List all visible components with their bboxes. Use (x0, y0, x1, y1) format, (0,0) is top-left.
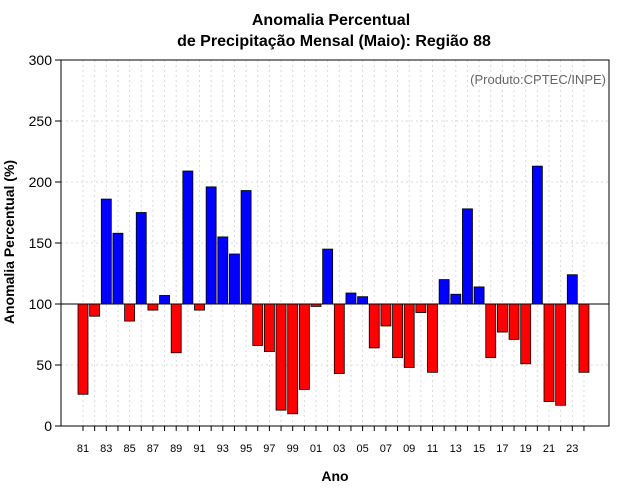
x-tick-label: 99 (287, 443, 299, 455)
x-tick-label: 95 (240, 443, 252, 455)
bar-91 (194, 303, 205, 311)
y-tick-label: 300 (29, 52, 53, 68)
bar-18 (508, 303, 520, 340)
bar-83 (100, 198, 112, 305)
bar-02 (322, 248, 334, 305)
x-tick-label: 11 (427, 443, 438, 455)
y-tick-label: 50 (36, 357, 52, 373)
x-axis-label: Ano (321, 468, 348, 484)
bar-14 (462, 208, 473, 305)
bar-87 (147, 303, 159, 311)
x-tick-label: 01 (310, 443, 322, 455)
bar-84 (112, 232, 124, 305)
chart-title-line2: de Precipitação Mensal (Maio): Região 88 (177, 33, 491, 50)
bar-99 (287, 303, 299, 415)
bar-12 (438, 279, 450, 305)
bar-15 (473, 286, 485, 305)
bar-23 (566, 274, 578, 305)
chart-title-line1: Anomalia Percentual (252, 12, 410, 29)
bar-93 (217, 236, 229, 305)
bar-97 (263, 303, 275, 352)
y-tick-label: 250 (29, 113, 53, 129)
bar-98 (275, 303, 287, 411)
x-tick-label: 13 (450, 443, 462, 455)
bar-22 (555, 303, 567, 406)
x-tick-label: 23 (566, 443, 578, 455)
x-tick-label: 19 (520, 443, 532, 455)
bar-07 (380, 303, 392, 327)
y-tick-label: 0 (44, 418, 52, 434)
bar-96 (252, 303, 264, 346)
bar-86 (135, 212, 147, 305)
bar-08 (392, 303, 403, 359)
bar-85 (124, 303, 135, 322)
bar-13 (450, 293, 462, 305)
bar-81 (77, 303, 89, 395)
y-axis-label: Anomalia Percentual (%) (1, 160, 17, 324)
bar-16 (485, 303, 497, 359)
bar-03 (333, 303, 345, 374)
x-tick-label: 91 (193, 443, 205, 455)
bar-04 (345, 292, 357, 305)
bar-92 (205, 186, 217, 305)
x-tick-label: 03 (333, 443, 345, 455)
bar-06 (368, 303, 380, 349)
x-tick-label: 93 (217, 443, 229, 455)
bar-95 (240, 190, 252, 305)
x-tick-label: 97 (263, 443, 275, 455)
x-tick-label: 89 (170, 443, 182, 455)
x-tick-label: 09 (403, 443, 415, 455)
y-tick-label: 100 (29, 296, 53, 312)
bar-19 (520, 303, 532, 365)
x-tick-label: 07 (380, 443, 392, 455)
x-tick-label: 83 (100, 443, 112, 455)
product-annotation: (Produto:CPTEC/INPE) (470, 72, 606, 87)
bar-94 (229, 253, 240, 305)
plot-frame (60, 59, 610, 427)
bar-05 (357, 296, 369, 305)
bar-17 (496, 303, 508, 333)
x-tick-label: 05 (356, 443, 368, 455)
bar-21 (543, 303, 555, 402)
bar-90 (182, 170, 194, 305)
bar-24 (578, 303, 590, 373)
bar-10 (415, 303, 427, 313)
x-tick-label: 15 (473, 443, 485, 455)
bar-11 (427, 303, 438, 373)
y-tick-label: 200 (29, 174, 53, 190)
x-tick-label: 17 (496, 443, 508, 455)
bars (77, 165, 590, 415)
bar-09 (403, 303, 415, 368)
y-tick-label: 150 (29, 235, 53, 251)
bar-00 (298, 303, 310, 390)
bar-82 (89, 303, 101, 317)
x-tick-label: 85 (123, 443, 135, 455)
x-tick-label: 81 (77, 443, 89, 455)
bar-20 (531, 165, 543, 305)
x-tick-label: 21 (543, 443, 555, 455)
bar-89 (170, 303, 182, 354)
x-tick-label: 87 (147, 443, 159, 455)
bar-88 (159, 295, 170, 305)
